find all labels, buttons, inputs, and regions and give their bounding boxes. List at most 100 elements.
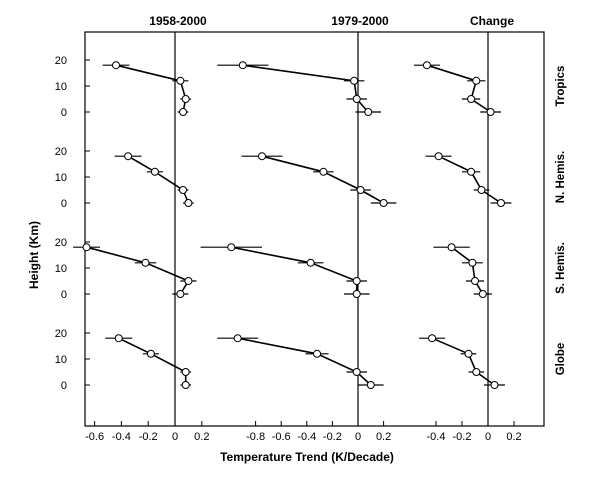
data-point (179, 186, 188, 194)
x-tick-label: -0.2 (139, 431, 158, 443)
series-line (431, 337, 495, 386)
y-tick-label: 0 (61, 107, 67, 119)
data-point (352, 95, 361, 103)
panel-globe-col-2 (217, 334, 384, 389)
data-point (471, 277, 479, 285)
x-axis: -0.6 -0.4 -0.2 0 0.2 -0.8 -0.6 -0.4 -0.2 0 0.2 -0.4… (85, 421, 522, 443)
data-point (497, 199, 505, 207)
x-axis-label: Temperature Trend (K/Decade) (220, 450, 394, 464)
row-label: S. Hemis. (555, 242, 567, 294)
data-point (238, 61, 247, 70)
data-point (434, 152, 443, 161)
y-tick-label: 10 (55, 172, 67, 184)
x-tick-label: 0 (485, 431, 491, 443)
data-point (356, 186, 365, 194)
panel-shemis-col-3 (433, 243, 492, 298)
data-point (422, 61, 431, 70)
plot-frame (84, 31, 545, 427)
row-labels: Tropics N. Hemis. S. Hemis. Globe (555, 66, 567, 376)
y-axis-label: Height (Km) (27, 221, 41, 289)
data-point (486, 108, 495, 116)
series-line (451, 246, 484, 295)
data-point (112, 61, 121, 70)
data-point (184, 199, 193, 207)
panel-globe-col-3 (419, 334, 505, 389)
y-tick-label: 10 (55, 263, 67, 275)
y-tick-label: 20 (55, 146, 67, 158)
panel-nhemis-col-3 (425, 152, 512, 207)
data-point (146, 349, 155, 358)
x-tick-label: -0.2 (323, 431, 342, 443)
y-tick-label: 20 (55, 55, 67, 67)
data-point (258, 152, 266, 161)
x-tick-label: -0.4 (297, 431, 316, 443)
x-tick-label: 0 (172, 431, 178, 443)
data-point (447, 243, 456, 252)
series-line (261, 155, 384, 204)
column-title: 1979-2000 (331, 14, 389, 28)
data-point (477, 186, 486, 194)
data-point (472, 76, 481, 85)
panel-shemis-col-2 (200, 243, 370, 298)
series-line (86, 246, 190, 295)
x-tick-label: 0.2 (376, 431, 391, 443)
data-point (227, 243, 236, 252)
data-point (176, 290, 185, 298)
x-tick-label: -0.6 (85, 431, 104, 443)
column-titles: 1958-2000 1979-2000 Change (149, 14, 514, 28)
x-tick-label: -0.8 (246, 431, 265, 443)
series-line (231, 246, 358, 294)
data-point (467, 95, 476, 103)
x-tick-label: 0.2 (506, 431, 521, 443)
data-point (379, 199, 388, 207)
series-line (242, 64, 369, 113)
x-tick-label: -0.6 (272, 431, 291, 443)
data-point (82, 243, 91, 252)
panels (73, 61, 512, 389)
panel-tropics-col-3 (413, 61, 501, 116)
data-point (181, 368, 190, 376)
x-tick-label: 0.2 (194, 431, 209, 443)
x-tick-label: -0.2 (453, 431, 472, 443)
panel-globe-col-1 (105, 334, 192, 389)
plot-border (84, 31, 545, 427)
data-point (184, 277, 193, 285)
y-tick-label: 10 (55, 81, 67, 93)
series-line (127, 155, 190, 204)
column-title: Change (470, 14, 514, 28)
row-label: Tropics (555, 66, 567, 107)
data-point (141, 258, 150, 267)
data-point (428, 334, 437, 343)
data-point (352, 368, 361, 376)
data-point (124, 152, 133, 161)
data-point (490, 381, 499, 389)
panel-tropics-col-2 (217, 61, 382, 116)
series-line (118, 337, 187, 385)
data-point (114, 334, 123, 343)
series-line (237, 337, 372, 386)
x-tick-label: 0 (355, 431, 361, 443)
y-tick-label: 0 (61, 198, 67, 210)
x-tick-label: -0.4 (112, 431, 131, 443)
series-line (426, 64, 492, 113)
y-axis: 0 10 20 0 10 20 0 10 20 0 10 20 (55, 55, 90, 392)
y-tick-label: 0 (61, 289, 67, 301)
panel-tropics-col-1 (102, 61, 192, 116)
data-point (364, 108, 373, 116)
data-point (306, 258, 315, 267)
y-tick-label: 20 (55, 237, 67, 249)
data-point (464, 349, 473, 358)
y-tick-label: 10 (55, 354, 67, 366)
data-point (233, 334, 242, 343)
row-label: Globe (555, 343, 567, 376)
panel-nhemis-col-1 (114, 152, 194, 207)
data-point (478, 290, 487, 298)
data-point (319, 167, 328, 176)
y-tick-label: 0 (61, 380, 67, 392)
panel-nhemis-col-2 (241, 152, 397, 207)
data-point (352, 290, 361, 298)
panel-shemis-col-1 (73, 243, 197, 298)
row-label: N. Hemis. (555, 151, 567, 203)
data-point (472, 368, 481, 376)
